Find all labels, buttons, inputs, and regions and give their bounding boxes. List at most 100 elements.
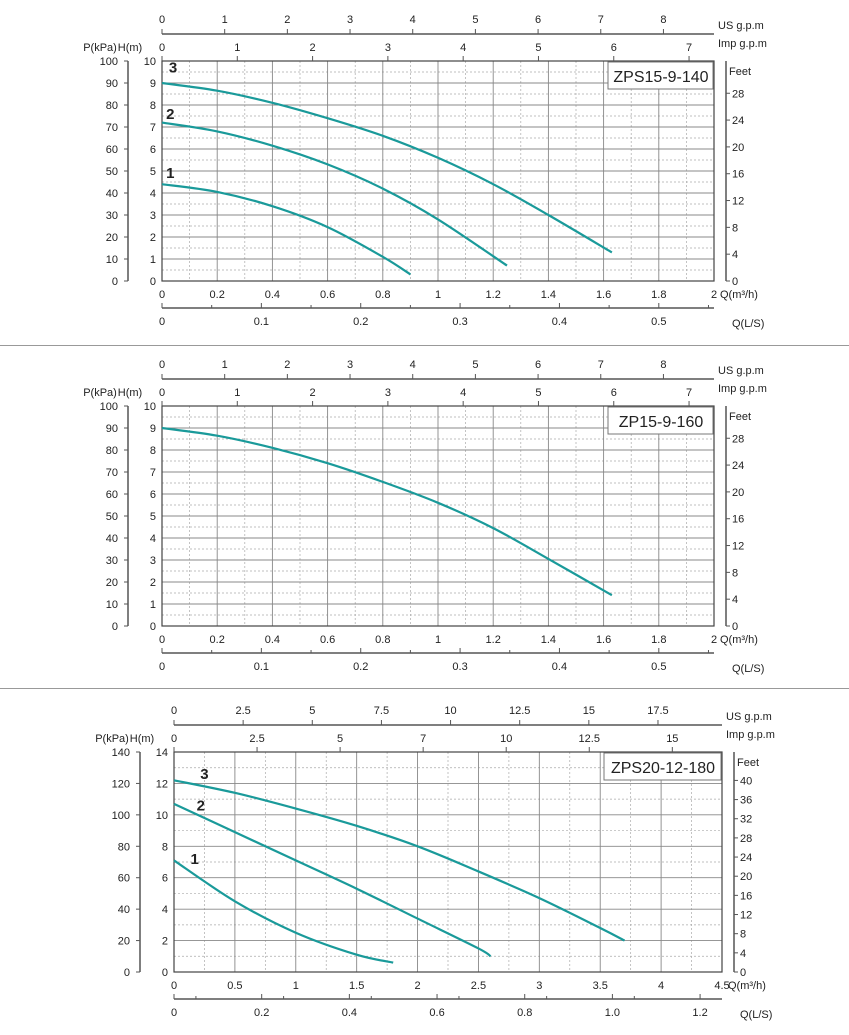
imp-gpm-tick-label: 4 [460, 42, 466, 54]
imp-gpm-tick-label: 3 [385, 387, 391, 399]
us-gpm-tick-label: 4 [410, 359, 416, 371]
ls-tick-label: 0.3 [452, 661, 467, 673]
x-tick-label: 1.4 [541, 634, 556, 646]
pump-curve-main [161, 426, 613, 597]
ls-axis-label: Q(L/S) [732, 318, 764, 330]
x-tick-label: 3.5 [593, 980, 608, 992]
plot-frame [161, 60, 715, 282]
feet-tick-label: 0 [740, 967, 746, 979]
feet-tick-label: 8 [732, 222, 738, 234]
kpa-tick-label: 80 [106, 100, 118, 112]
imp-gpm-tick-label: 10 [500, 733, 512, 745]
feet-tick-label: 0 [732, 621, 738, 633]
y-tick-label: 0 [162, 967, 168, 979]
imp-gpm-tick-label: 1 [234, 387, 240, 399]
kpa-tick-label: 0 [112, 621, 118, 633]
us-gpm-tick-label: 3 [347, 359, 353, 371]
kpa-tick-label: 100 [100, 401, 118, 413]
y-tick-label: 12 [156, 778, 168, 790]
kpa-tick-label: 0 [112, 276, 118, 288]
feet-tick-label: 0 [732, 276, 738, 288]
us-gpm-tick-label: 0 [171, 705, 177, 717]
x-tick-label: 1.6 [596, 634, 611, 646]
y-tick-label: 5 [150, 166, 156, 178]
y-tick-label: 7 [150, 122, 156, 134]
x-tick-label: 0.8 [375, 289, 390, 301]
x-axis-label: Q(m³/h) [728, 980, 766, 992]
feet-tick-label: 20 [740, 871, 752, 883]
feet-tick-label: 24 [732, 460, 744, 472]
x-tick-label: 0.8 [375, 634, 390, 646]
ls-tick-label: 0.2 [353, 316, 368, 328]
kpa-tick-label: 120 [112, 778, 130, 790]
x-tick-label: 1 [435, 289, 441, 301]
kpa-tick-label: 40 [106, 533, 118, 545]
feet-tick-label: 12 [740, 910, 752, 922]
imp-gpm-tick-label: 3 [385, 42, 391, 54]
imp-gpm-tick-label: 5 [535, 42, 541, 54]
y-tick-label: 4 [150, 533, 156, 545]
pump-curve-1 [161, 183, 411, 276]
kpa-tick-label: 60 [106, 489, 118, 501]
x-tick-label: 0 [159, 634, 165, 646]
y-tick-label: 7 [150, 467, 156, 479]
kpa-tick-label: 80 [106, 445, 118, 457]
imp-gpm-tick-label: 2 [310, 387, 316, 399]
kpa-tick-label: 140 [112, 747, 130, 759]
y-tick-label: 2 [162, 936, 168, 948]
imp-gpm-tick-label: 7 [686, 42, 692, 54]
kpa-axis-label: P(kPa) [95, 733, 129, 745]
kpa-tick-label: 20 [106, 577, 118, 589]
imp-gpm-tick-label: 15 [666, 733, 678, 745]
imp-gpm-tick-label: 0 [159, 387, 165, 399]
us-gpm-tick-label: 15 [583, 705, 595, 717]
x-tick-label: 0.4 [265, 289, 280, 301]
imp-gpm-tick-label: 0 [171, 733, 177, 745]
x-axis-label: Q(m³/h) [720, 289, 758, 301]
y-tick-label: 1 [150, 599, 156, 611]
us-gpm-tick-label: 0 [159, 359, 165, 371]
kpa-tick-label: 70 [106, 467, 118, 479]
kpa-tick-label: 50 [106, 511, 118, 523]
chart-1: 0 0.2 0.4 0.6 0.8 1 1.2 1.4 1.6 1.8 2 Q(m³/h)0 0.1 0.… [83, 14, 767, 330]
x-tick-label: 1.2 [486, 634, 501, 646]
plot-frame [173, 751, 723, 973]
us-gpm-tick-label: 2 [284, 359, 290, 371]
model-box [607, 406, 714, 435]
ls-tick-label: 0.5 [651, 661, 666, 673]
x-tick-label: 1.2 [486, 289, 501, 301]
curve-number-label: 2 [197, 797, 205, 814]
feet-tick-label: 24 [732, 115, 744, 127]
kpa-tick-label: 10 [106, 599, 118, 611]
x-tick-label: 0.2 [210, 634, 225, 646]
imp-gpm-tick-label: 0 [159, 42, 165, 54]
kpa-tick-label: 100 [100, 56, 118, 68]
curve-number-label: 1 [166, 165, 174, 182]
y-tick-label: 2 [150, 232, 156, 244]
imp-gpm-tick-label: 5 [337, 733, 343, 745]
imp-gpm-tick-label: 6 [611, 42, 617, 54]
kpa-axis-label: P(kPa) [83, 42, 117, 54]
x-tick-label: 4 [658, 980, 664, 992]
chart-3: 0 0.5 1 1.5 2 2.5 3 3.5 4 4.5Q(m³/h)0 0.2 0.4 0.6 0.8… [95, 705, 775, 1021]
x-tick-label: 1 [435, 634, 441, 646]
y-tick-label: 14 [156, 747, 168, 759]
y-tick-label: 8 [162, 841, 168, 853]
us-gpm-tick-label: 1 [222, 359, 228, 371]
model-title: ZPS20-12-180 [611, 760, 715, 777]
x-tick-label: 0 [159, 289, 165, 301]
imp-gpm-tick-label: 5 [535, 387, 541, 399]
feet-tick-label: 16 [740, 890, 752, 902]
ls-tick-label: 1.0 [605, 1007, 620, 1019]
kpa-tick-label: 90 [106, 423, 118, 435]
x-tick-label: 4.5 [714, 980, 729, 992]
us-gpm-tick-label: 7.5 [374, 705, 389, 717]
kpa-tick-label: 30 [106, 555, 118, 567]
y-tick-label: 6 [150, 144, 156, 156]
feet-axis-label: Feet [737, 757, 759, 769]
kpa-tick-label: 40 [106, 188, 118, 200]
curve-number-label: 3 [169, 60, 177, 77]
kpa-tick-label: 60 [118, 873, 130, 885]
us-gpm-tick-label: 3 [347, 14, 353, 26]
